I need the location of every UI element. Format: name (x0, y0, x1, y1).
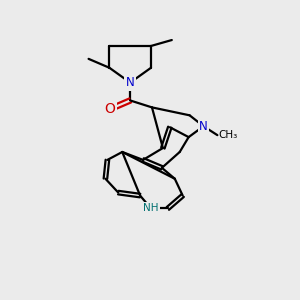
Text: NH: NH (143, 203, 159, 214)
Text: CH₃: CH₃ (218, 130, 238, 140)
Text: N: N (126, 76, 135, 89)
Text: N: N (199, 120, 208, 133)
Text: O: O (104, 102, 115, 116)
